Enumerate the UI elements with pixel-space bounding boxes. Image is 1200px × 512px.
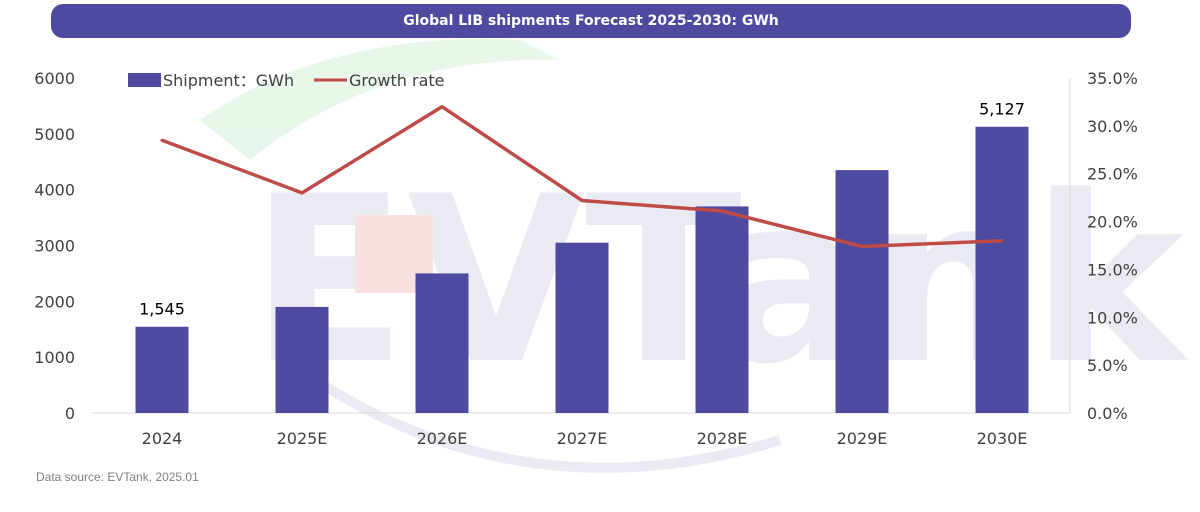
growth-rate-point (580, 199, 584, 203)
chart-title: Global LIB shipments Forecast 2025-2030:… (51, 4, 1131, 38)
bar-2024 (135, 326, 189, 413)
growth-rate-point (440, 105, 444, 109)
y-right-tick-label: 0.0% (1087, 404, 1128, 423)
growth-rate-point (1000, 239, 1004, 243)
x-tick-label: 2030E (977, 429, 1028, 448)
data-source-note: Data source: EVTank, 2025.01 (36, 470, 199, 484)
y-right-tick-label: 20.0% (1087, 213, 1138, 232)
y-right-tick-label: 15.0% (1087, 260, 1138, 279)
x-tick-label: 2025E (277, 429, 328, 448)
bar-2029E (835, 170, 889, 413)
watermark-logo: EVTank (200, 39, 1189, 473)
y-right-tick-label: 30.0% (1087, 117, 1138, 136)
y-left-tick-label: 6000 (34, 69, 75, 88)
bar-2026E (415, 273, 469, 413)
x-tick-label: 2027E (557, 429, 608, 448)
y-left-tick-label: 4000 (34, 181, 75, 200)
x-tick-label: 2028E (697, 429, 748, 448)
y-left-tick-label: 3000 (34, 237, 75, 256)
y-left-tick-label: 5000 (34, 125, 75, 144)
growth-rate-point (720, 209, 724, 213)
bar-2030E (975, 126, 1029, 414)
legend-label-growth: Growth rate (349, 71, 445, 90)
y-right-tick-label: 25.0% (1087, 165, 1138, 184)
x-tick-label: 2029E (837, 429, 888, 448)
y-right-tick-label: 10.0% (1087, 308, 1138, 327)
bar-2025E (275, 306, 329, 413)
bar-2027E (555, 242, 609, 413)
y-left-tick-label: 0 (65, 404, 75, 423)
bar-2028E (695, 206, 749, 413)
x-axis-labels: 2024 2025E 2026E 2027E 2028E 2029E 2030E (142, 429, 1028, 448)
legend-label-shipment: Shipment：GWh (163, 71, 294, 90)
y-axis-right: 0.0% 5.0% 10.0% 15.0% 20.0% 25.0% 30.0% 35.0% (1087, 69, 1138, 423)
growth-rate-point (300, 191, 304, 195)
growth-rate-series (160, 104, 1004, 249)
bar-series (135, 126, 1029, 414)
data-label-2024: 1,545 (139, 300, 185, 319)
y-left-tick-label: 1000 (34, 348, 75, 367)
data-labels: 1,545 5,127 (139, 100, 1025, 319)
growth-rate-point (160, 138, 164, 142)
y-right-tick-label: 35.0% (1087, 69, 1138, 88)
y-axis-left: 0 1000 2000 3000 4000 5000 6000 (34, 69, 75, 423)
growth-rate-point (860, 244, 864, 248)
data-label-2030E: 5,127 (979, 100, 1025, 119)
x-tick-label: 2026E (417, 429, 468, 448)
y-left-tick-label: 2000 (34, 292, 75, 311)
y-right-tick-label: 5.0% (1087, 356, 1128, 375)
x-tick-label: 2024 (142, 429, 183, 448)
legend: Shipment：GWh Growth rate (128, 71, 445, 90)
legend-swatch-shipment (128, 73, 161, 87)
